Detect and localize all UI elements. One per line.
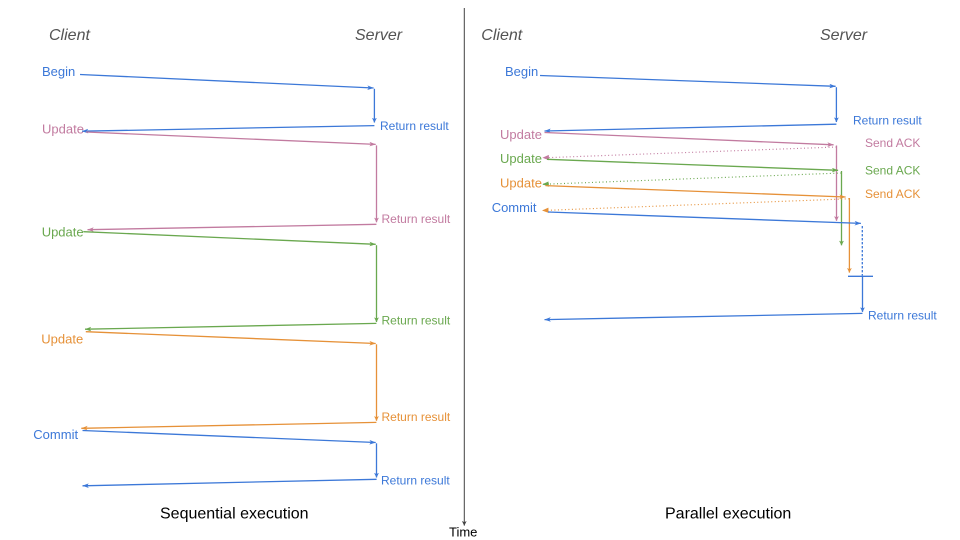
svg-text:Client: Client — [49, 27, 90, 44]
svg-text:Server: Server — [355, 27, 403, 44]
svg-text:Return result: Return result — [868, 308, 937, 322]
svg-text:Update: Update — [42, 121, 84, 136]
svg-text:Update: Update — [42, 224, 84, 239]
svg-text:Commit: Commit — [492, 200, 537, 215]
svg-text:Return result: Return result — [382, 410, 451, 424]
svg-text:Send ACK: Send ACK — [865, 164, 920, 178]
svg-text:Return result: Return result — [380, 119, 449, 133]
svg-text:Begin: Begin — [505, 64, 538, 79]
svg-text:Send ACK: Send ACK — [865, 136, 920, 150]
svg-text:Send ACK: Send ACK — [865, 187, 920, 201]
svg-text:Server: Server — [820, 27, 868, 44]
svg-text:Update: Update — [41, 331, 83, 346]
svg-text:Parallel execution: Parallel execution — [665, 506, 791, 523]
svg-text:Return result: Return result — [853, 114, 922, 128]
svg-text:Update: Update — [500, 127, 542, 142]
svg-text:Sequential execution: Sequential execution — [160, 506, 309, 523]
svg-text:Update: Update — [500, 151, 542, 166]
svg-text:Return result: Return result — [382, 314, 451, 328]
svg-text:Return result: Return result — [382, 212, 451, 226]
svg-text:Time: Time — [449, 524, 477, 539]
svg-text:Begin: Begin — [42, 64, 75, 79]
svg-text:Commit: Commit — [33, 427, 78, 442]
svg-text:Update: Update — [500, 175, 542, 190]
svg-text:Client: Client — [481, 27, 522, 44]
svg-text:Return result: Return result — [381, 474, 450, 488]
